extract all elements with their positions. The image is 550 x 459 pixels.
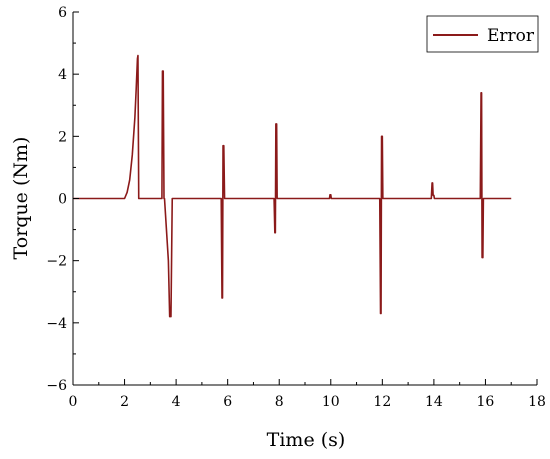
y-tick-label: −2 bbox=[46, 254, 67, 270]
x-tick-label: 18 bbox=[528, 394, 546, 410]
x-tick-label: 6 bbox=[223, 394, 232, 410]
y-axis-title: Torque (Nm) bbox=[10, 137, 32, 260]
tick-layer bbox=[72, 11, 538, 386]
label-layer: 0 2 4 6 8 10 12 14 16 18 −6 −4 −2 0 2 4 6 bbox=[46, 5, 546, 410]
legend: Error bbox=[426, 15, 539, 53]
y-tick-label: −4 bbox=[46, 316, 67, 332]
x-tick-label: 12 bbox=[373, 394, 391, 410]
y-tick-label: 2 bbox=[58, 129, 67, 145]
x-tick-label: 14 bbox=[425, 394, 443, 410]
x-tick-label: 10 bbox=[322, 394, 340, 410]
x-axis-title: Time (s) bbox=[267, 429, 346, 451]
series-layer bbox=[73, 54, 512, 318]
x-tick-label: 0 bbox=[69, 394, 78, 410]
x-tick-label: 16 bbox=[477, 394, 495, 410]
x-tick-label: 2 bbox=[120, 394, 129, 410]
series-line-error bbox=[73, 54, 512, 318]
y-tick-label: 0 bbox=[58, 192, 67, 208]
y-tick-label: 6 bbox=[58, 5, 67, 21]
y-tick-label: −6 bbox=[46, 378, 67, 394]
x-tick-label: 8 bbox=[275, 394, 284, 410]
y-tick-label: 4 bbox=[58, 67, 67, 83]
x-tick-label: 4 bbox=[172, 394, 181, 410]
legend-label-error: Error bbox=[487, 26, 535, 46]
